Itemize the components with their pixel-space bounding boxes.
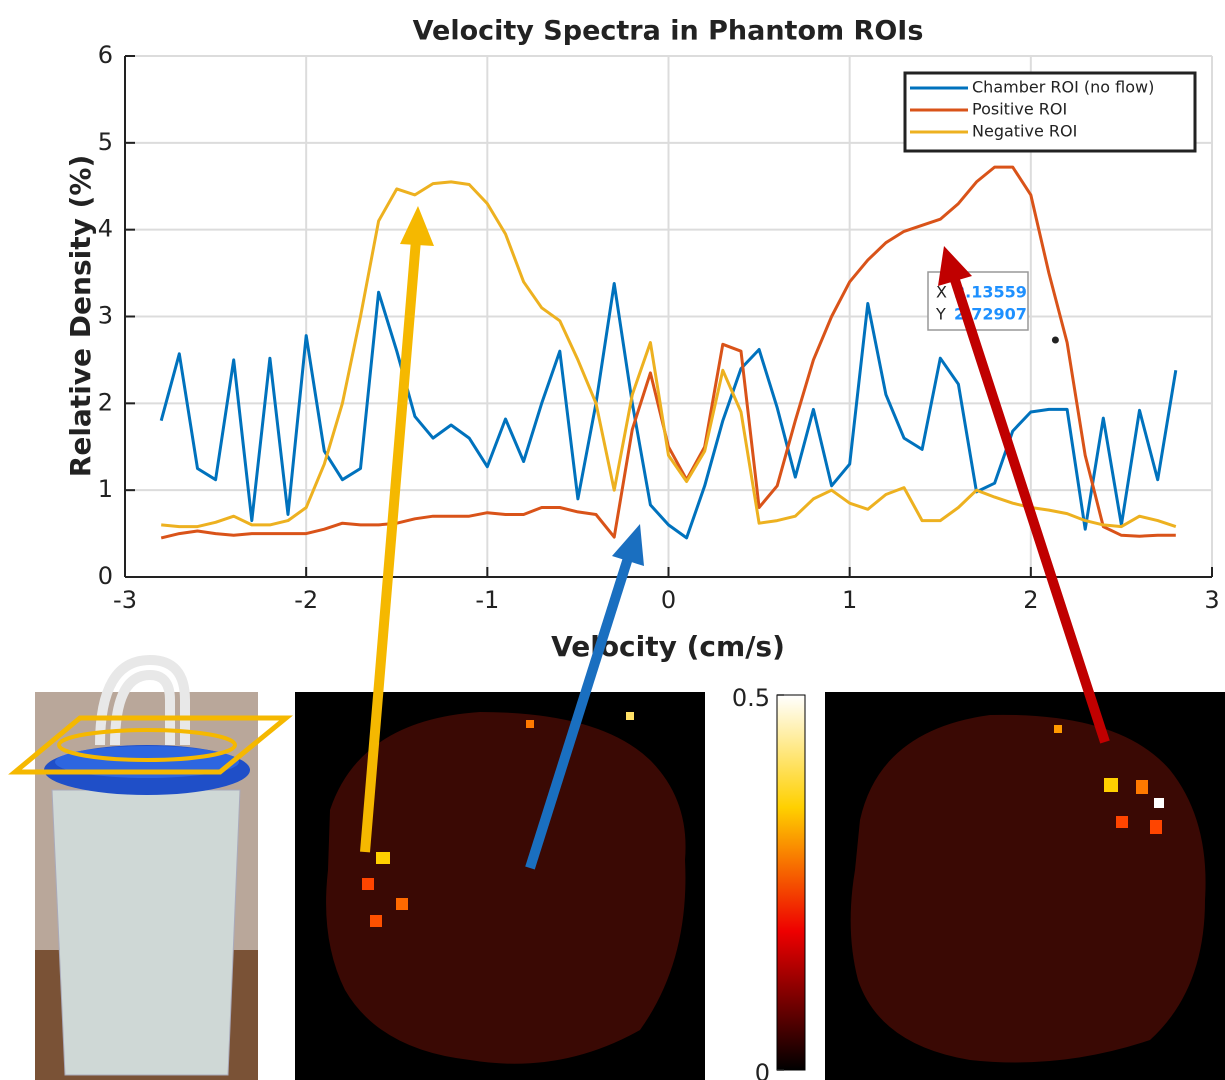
- y-tick-label: 0: [98, 562, 113, 590]
- plot-area: -3 -2 -1 0 1 2 3 0 1 2 3 4 5 6 Chamber ROI (no flow) Po…: [98, 41, 1220, 614]
- hot-pixel: [1116, 816, 1128, 828]
- arrows: [360, 206, 1110, 870]
- legend-label: Chamber ROI (no flow): [972, 78, 1154, 97]
- colorbar-gradient: [776, 694, 806, 1071]
- map-region: [850, 714, 1206, 1063]
- datatip-point: [1051, 336, 1059, 344]
- arrow-negative: [360, 239, 421, 853]
- arrow-head: [400, 206, 434, 246]
- x-tick-label: 2: [1023, 586, 1038, 614]
- arrow-positive: [950, 278, 1110, 744]
- velocity-map-positive: [825, 692, 1225, 1080]
- arrow-head: [612, 524, 644, 566]
- hot-pixel: [626, 712, 634, 720]
- legend-box: [903, 71, 1197, 153]
- x-tick-label: 3: [1204, 586, 1219, 614]
- hot-pixel: [1136, 780, 1148, 794]
- hot-pixel: [1154, 798, 1164, 808]
- arrow-chamber: [525, 556, 633, 870]
- y-tick-label: 3: [98, 302, 113, 330]
- chart-title: Velocity Spectra in Phantom ROIs: [413, 16, 924, 47]
- x-tick-label: -1: [475, 586, 499, 614]
- legend-label: Positive ROI: [972, 100, 1067, 119]
- colorbar: 00.5: [732, 684, 806, 1080]
- jar: [51, 789, 241, 1076]
- slice-ring: [57, 728, 237, 762]
- hot-pixel: [1054, 725, 1062, 733]
- tubes: [95, 654, 190, 746]
- x-tick-label: -2: [294, 586, 318, 614]
- slice-plane: [8, 715, 294, 775]
- y-axis-label: Relative Density (%): [64, 155, 97, 477]
- y-tick-label: 1: [98, 475, 113, 503]
- hot-pixel: [1104, 778, 1118, 792]
- hot-pixel: [396, 898, 408, 910]
- x-tick-label: 1: [842, 586, 857, 614]
- legend-label: Negative ROI: [972, 122, 1077, 141]
- y-tick-label: 6: [98, 41, 113, 69]
- hot-pixel: [1150, 820, 1162, 834]
- hot-pixel: [376, 852, 390, 864]
- colorbar-tick-label: 0.5: [732, 684, 770, 712]
- hot-pixel: [526, 720, 534, 728]
- y-tick-label: 2: [98, 388, 113, 416]
- colorbar-tick-label: 0: [755, 1059, 770, 1080]
- arrow-head: [938, 246, 972, 286]
- datatip-y-label: Y: [935, 305, 946, 324]
- y-tick-label: 5: [98, 128, 113, 156]
- legend: Chamber ROI (no flow) Positive ROI Negativ…: [903, 71, 1197, 153]
- x-tick-label: -3: [113, 586, 137, 614]
- datatip-x-label: X: [936, 283, 947, 302]
- datatip-x-value: 2.13559: [954, 283, 1027, 302]
- velocity-map-negative: [295, 692, 705, 1080]
- y-tick-label: 4: [98, 215, 113, 243]
- phantom-photo: [8, 654, 294, 1080]
- x-axis-label: Velocity (cm/s): [551, 630, 785, 663]
- series-line: [161, 180, 1177, 529]
- map-region: [326, 712, 686, 1064]
- hot-pixel: [370, 915, 382, 927]
- x-tick-label: 0: [661, 586, 676, 614]
- hot-pixel: [362, 878, 374, 890]
